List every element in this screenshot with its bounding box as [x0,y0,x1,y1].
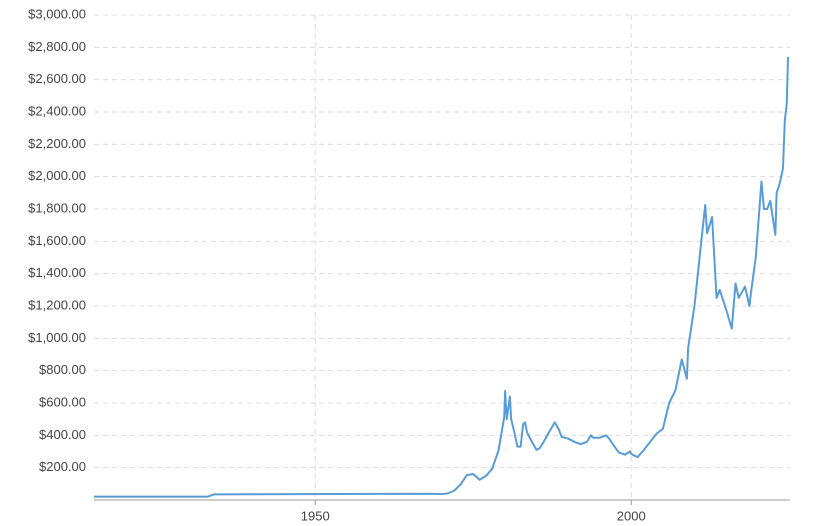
data-line [94,57,789,498]
y-tick-label: $2,200.00 [28,136,86,151]
y-tick-label: $400.00 [39,427,86,442]
y-tick-label: $3,000.00 [28,6,86,21]
y-tick-label: $2,400.00 [28,103,86,118]
y-tick-label: $1,800.00 [28,200,86,215]
y-tick-label: $1,200.00 [28,297,86,312]
y-tick-label: $2,800.00 [28,39,86,54]
y-tick-label: $800.00 [39,362,86,377]
y-tick-label: $200.00 [39,459,86,474]
y-tick-label: $1,000.00 [28,330,86,345]
y-tick-label: $2,000.00 [28,168,86,183]
y-tick-label: $2,600.00 [28,71,86,86]
y-tick-label: $1,600.00 [28,233,86,248]
y-tick-label: $600.00 [39,394,86,409]
y-tick-label: $1,400.00 [28,265,86,280]
x-tick-label: 2000 [617,508,646,523]
x-tick-label: 1950 [301,508,330,523]
